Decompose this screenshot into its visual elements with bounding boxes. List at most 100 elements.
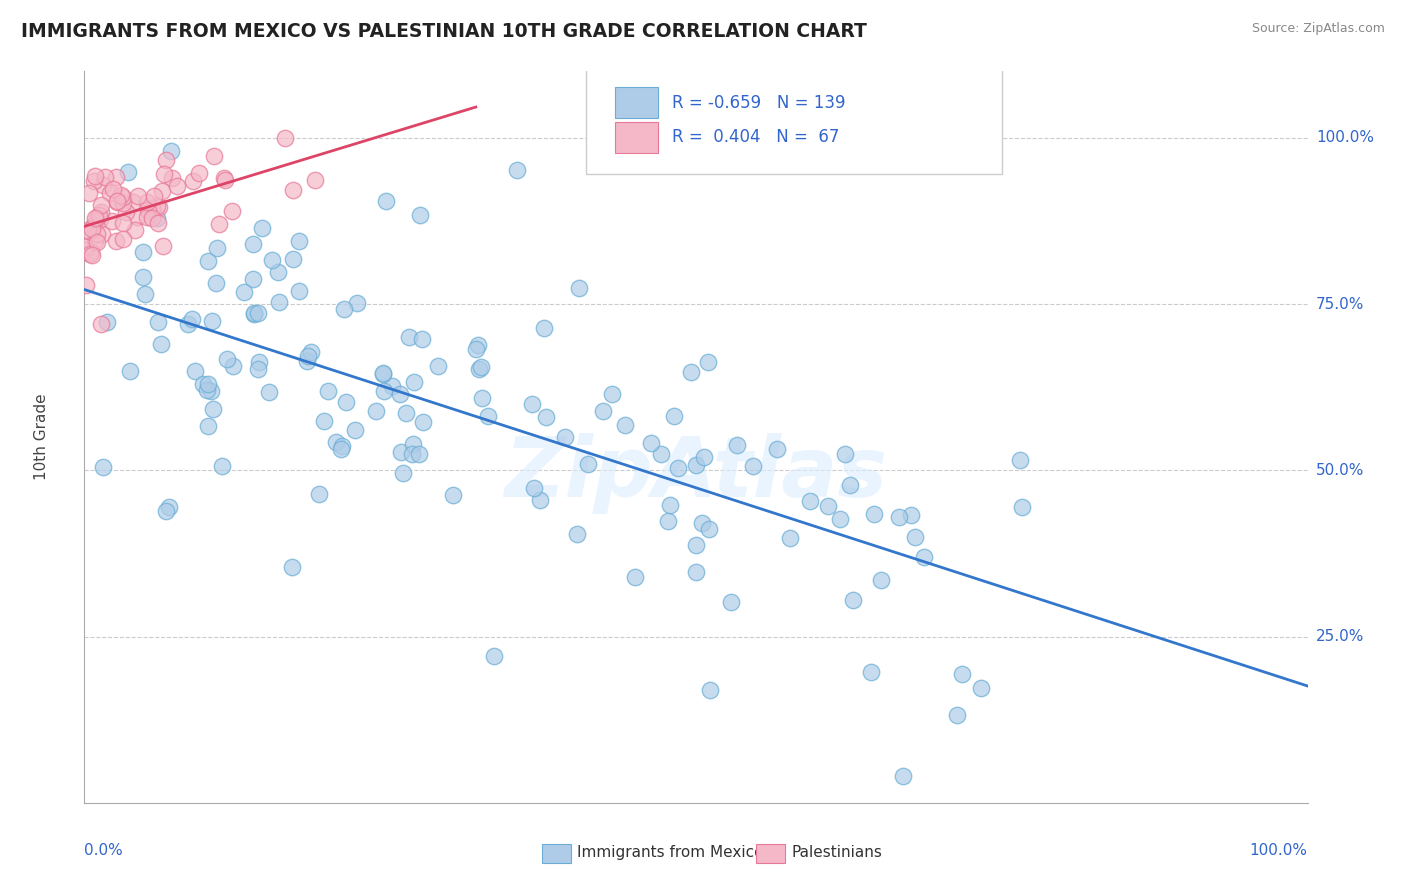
Point — [408, 447, 430, 461]
Point — [157, 500, 180, 514]
Point — [312, 414, 335, 428]
Point — [90, 205, 112, 219]
Point — [211, 458, 233, 473]
Text: 75.0%: 75.0% — [1316, 297, 1364, 311]
Point — [159, 144, 181, 158]
Point — [125, 210, 148, 224]
Point — [699, 683, 721, 698]
Point — [903, 530, 925, 544]
Point — [685, 458, 707, 473]
Point — [91, 460, 114, 475]
Point — [529, 493, 551, 508]
Point — [188, 166, 211, 180]
Point — [214, 173, 236, 187]
Point — [371, 366, 394, 380]
Point — [333, 302, 356, 317]
Point — [80, 247, 103, 261]
Point — [685, 565, 707, 579]
Point — [75, 240, 97, 254]
Point — [374, 194, 396, 208]
Point — [568, 281, 591, 295]
Point — [891, 769, 914, 783]
Point — [246, 306, 269, 320]
Point — [242, 307, 264, 321]
Point — [86, 235, 108, 249]
Point — [105, 169, 128, 184]
Point — [90, 198, 112, 212]
Point — [146, 216, 169, 230]
Point — [150, 185, 173, 199]
Point — [115, 205, 138, 219]
Point — [623, 570, 645, 584]
Point — [242, 272, 264, 286]
Point — [149, 337, 172, 351]
Text: Immigrants from Mexico: Immigrants from Mexico — [578, 845, 763, 860]
Point — [153, 167, 176, 181]
Point — [222, 359, 245, 373]
Point — [662, 409, 685, 424]
Point — [274, 131, 297, 145]
Point — [134, 286, 156, 301]
Point — [520, 397, 543, 411]
Point — [842, 592, 865, 607]
FancyBboxPatch shape — [586, 61, 1002, 174]
Point — [155, 504, 177, 518]
Point — [141, 211, 163, 226]
Text: 25.0%: 25.0% — [1316, 629, 1364, 644]
Point — [295, 354, 318, 368]
Point — [690, 516, 713, 530]
Point — [465, 342, 488, 356]
Point — [110, 188, 132, 202]
Point — [506, 163, 529, 178]
Point — [900, 508, 922, 522]
Text: R = -0.659   N = 139: R = -0.659 N = 139 — [672, 94, 845, 112]
Point — [600, 387, 623, 401]
Point — [191, 377, 214, 392]
Point — [77, 223, 100, 237]
Point — [83, 174, 105, 188]
Point — [84, 211, 107, 226]
Point — [325, 435, 347, 450]
Point — [112, 216, 135, 230]
Point — [90, 227, 112, 241]
Point — [197, 419, 219, 434]
Point — [640, 436, 662, 450]
Point — [89, 211, 111, 226]
Point — [155, 153, 177, 168]
Point — [681, 365, 703, 379]
Point — [83, 169, 105, 183]
Point — [208, 217, 231, 231]
Point — [177, 317, 200, 331]
Point — [477, 409, 499, 423]
Point — [105, 234, 128, 248]
Point — [692, 450, 714, 464]
Point — [205, 276, 228, 290]
Point — [523, 481, 546, 495]
Text: 10th Grade: 10th Grade — [34, 393, 49, 481]
Point — [122, 195, 145, 210]
Point — [242, 236, 264, 251]
Text: 100.0%: 100.0% — [1316, 130, 1374, 145]
Point — [799, 493, 821, 508]
Point — [101, 214, 124, 228]
Point — [135, 195, 157, 210]
Point — [250, 221, 273, 235]
Point — [267, 295, 290, 310]
Point — [534, 410, 557, 425]
FancyBboxPatch shape — [616, 122, 658, 153]
Point — [112, 196, 135, 211]
Text: R =  0.404   N =  67: R = 0.404 N = 67 — [672, 128, 839, 146]
Point — [77, 186, 100, 201]
Point — [344, 423, 367, 437]
Point — [766, 442, 789, 457]
Point — [197, 377, 219, 392]
Point — [330, 439, 353, 453]
Point — [83, 234, 105, 248]
Point — [697, 522, 720, 536]
Point — [389, 445, 412, 459]
Point — [335, 395, 357, 409]
Point — [217, 351, 239, 366]
Point — [371, 368, 394, 382]
Point — [142, 189, 165, 203]
Point — [392, 466, 415, 480]
